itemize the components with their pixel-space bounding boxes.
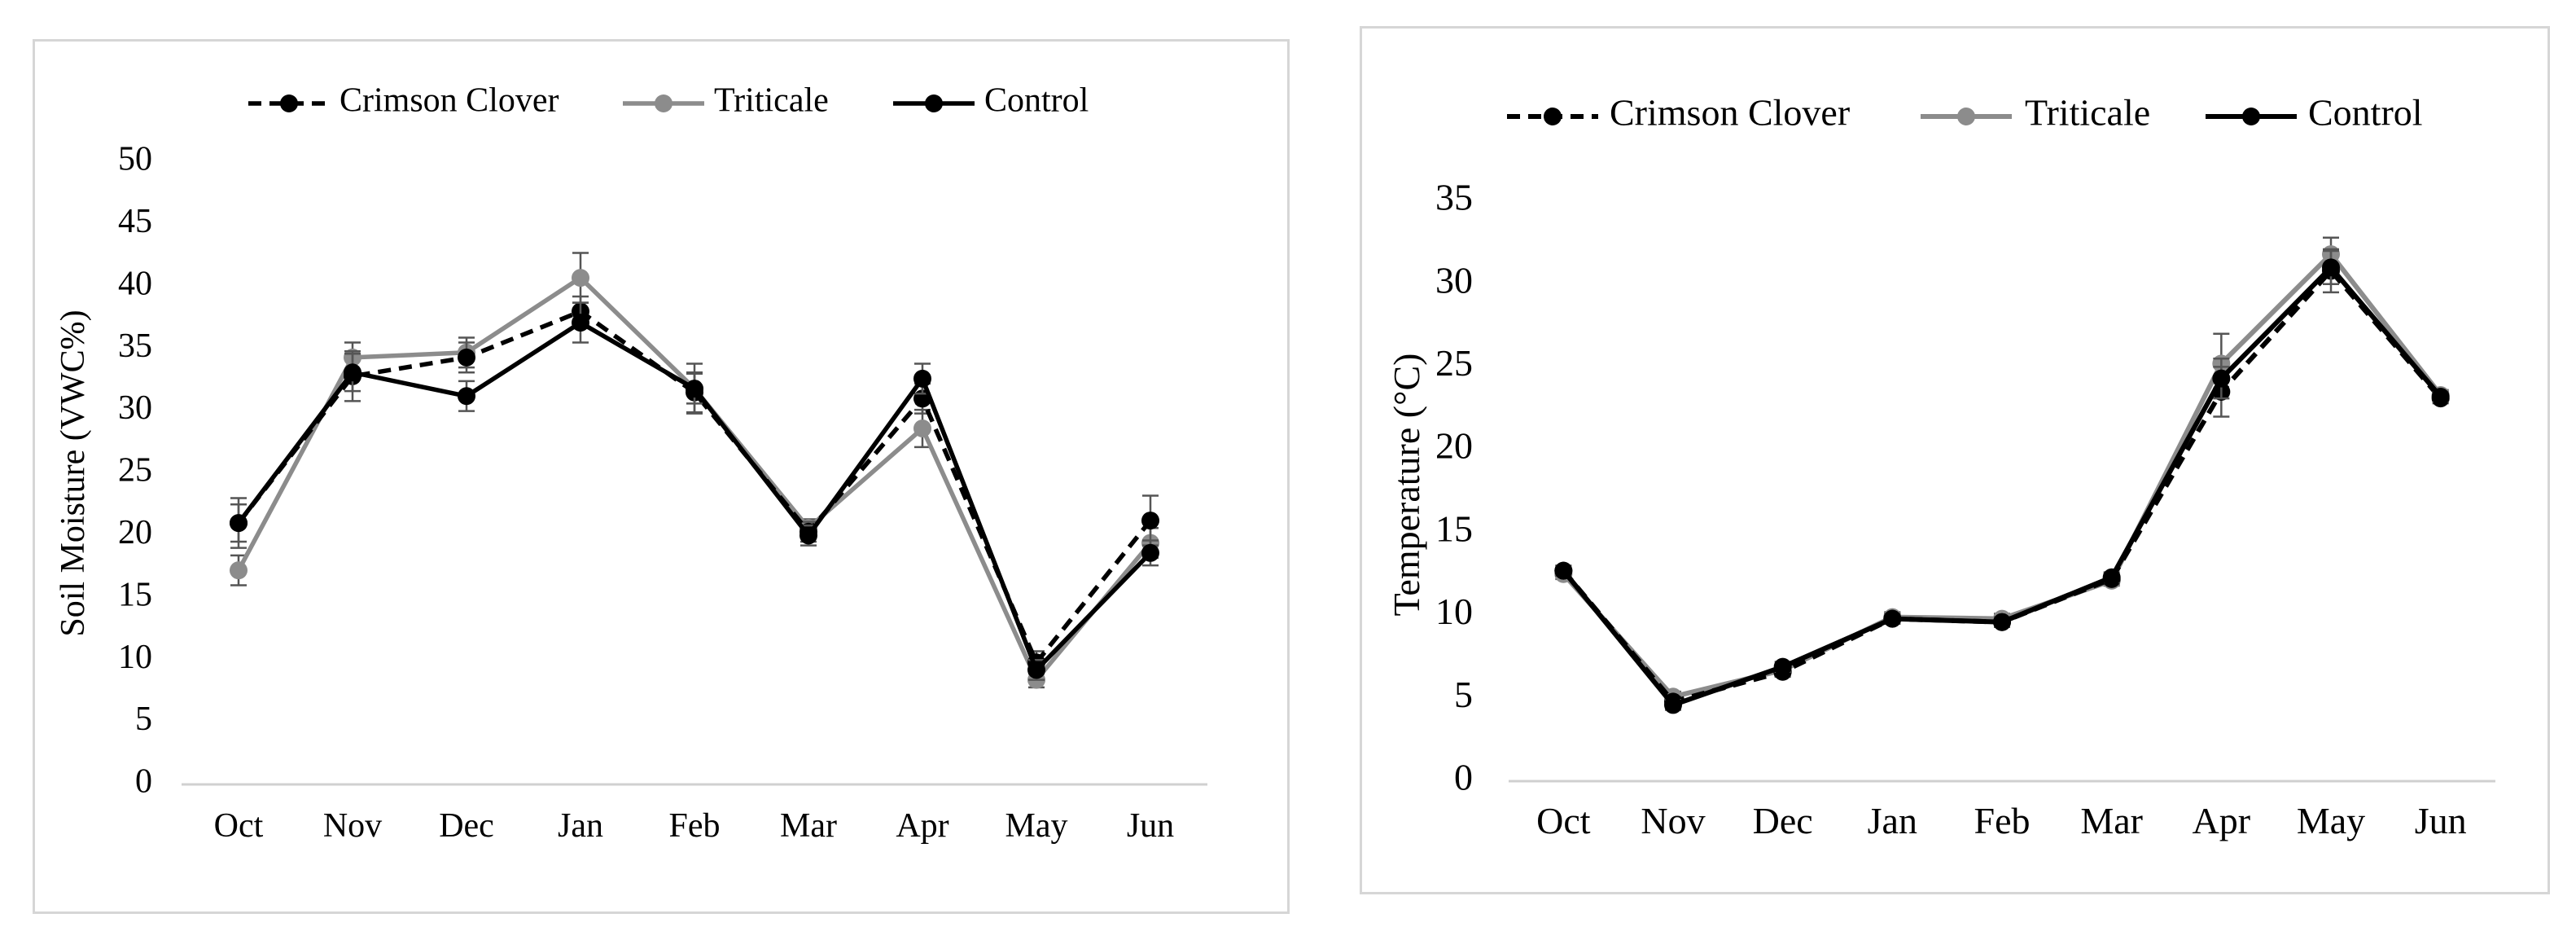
data-point [1554, 561, 1573, 580]
x-tick-label: May [1005, 807, 1068, 845]
y-tick-label: 5 [135, 701, 152, 738]
data-point [1141, 512, 1159, 530]
temperature-chart: 0 5 10 15 20 25 30 35 Oct Nov Dec Jan Feb Mar Apr May Ju… [1386, 92, 2495, 841]
data-point [458, 348, 475, 367]
data-point [2212, 369, 2231, 388]
legend-label: Control [984, 82, 1089, 120]
y-tick-label: 20 [118, 514, 152, 551]
x-tick-label: Oct [1536, 800, 1591, 841]
y-tick-label: 15 [118, 576, 152, 613]
y-tick-label: 25 [118, 452, 152, 490]
y-axis-title: Temperature (°C) [1386, 354, 1427, 617]
legend-marker [1957, 108, 1975, 125]
legend-label: Triticale [714, 82, 829, 120]
series-line [1562, 268, 2442, 705]
legend-marker [280, 94, 298, 112]
series-crimson-clover [230, 295, 1159, 675]
x-tick-label: Mar [2080, 800, 2143, 841]
series-line [236, 275, 1153, 683]
data-point [344, 363, 361, 382]
x-tick-label: Nov [323, 807, 382, 845]
legend-label: Triticale [2025, 92, 2150, 134]
y-tick-label: 30 [118, 389, 152, 427]
data-point [572, 269, 589, 288]
x-tick-label: Nov [1641, 800, 1705, 841]
legend-label: Crimson Clover [340, 82, 559, 120]
y-tick-label: 5 [1454, 674, 1473, 715]
y-tick-label: 0 [1454, 757, 1473, 798]
x-tick-label: Apr [2193, 800, 2251, 841]
data-point [1773, 657, 1792, 676]
series-crimson-clover [1554, 248, 2450, 711]
soil-moisture-chart: 0 5 10 15 20 25 30 35 40 45 50 Oct Nov Dec Jan Feb Mar Ap… [55, 82, 1207, 845]
x-tick-label: Jun [2415, 800, 2467, 841]
y-tick-label: 45 [118, 203, 152, 240]
data-point [1664, 696, 1682, 714]
y-tick-label: 35 [118, 327, 152, 365]
data-point [800, 526, 817, 545]
legend-label: Control [2308, 92, 2423, 134]
data-point [2322, 258, 2340, 277]
legend-marker [1544, 108, 1562, 125]
soil-moisture-chart-panel: 0 5 10 15 20 25 30 35 40 45 50 Oct Nov Dec Jan Feb Mar Ap… [33, 39, 1290, 914]
x-tick-label: Feb [669, 807, 721, 845]
data-point [230, 514, 248, 533]
data-point [1993, 613, 2011, 631]
x-tick-label: Dec [1753, 800, 1813, 841]
x-tick-label: Jun [1127, 807, 1174, 845]
x-tick-label: Oct [214, 807, 264, 845]
data-point [2431, 388, 2450, 406]
data-point [458, 387, 475, 406]
x-tick-label: Mar [780, 807, 837, 845]
data-point [1141, 543, 1159, 562]
x-tick-label: Apr [896, 807, 948, 845]
y-tick-label: 25 [1435, 342, 1473, 384]
data-point [913, 369, 931, 388]
data-point [1883, 609, 1902, 628]
data-point [572, 314, 589, 332]
y-tick-label: 15 [1435, 507, 1473, 549]
x-tick-label: Dec [439, 807, 494, 845]
data-point [1027, 661, 1045, 679]
data-point [230, 561, 248, 580]
y-tick-label: 35 [1435, 177, 1473, 218]
x-tick-label: Jan [558, 807, 603, 845]
data-point [2102, 568, 2121, 586]
legend-marker [925, 94, 943, 112]
y-tick-label: 40 [118, 265, 152, 302]
y-tick-label: 10 [1435, 591, 1473, 632]
x-tick-label: Jan [1868, 800, 1917, 841]
data-point [913, 419, 931, 437]
temperature-chart-panel: 0 5 10 15 20 25 30 35 Oct Nov Dec Jan Feb Mar Apr May Ju… [1360, 26, 2550, 894]
series-control [230, 301, 1159, 681]
y-tick-label: 20 [1435, 425, 1473, 467]
y-axis-title: Soil Moisture (VWC%) [55, 310, 92, 636]
legend-marker [2242, 108, 2260, 125]
legend-marker [655, 94, 672, 112]
legend-label: Crimson Clover [1610, 92, 1850, 134]
legend: Crimson Clover Triticale Control [248, 82, 1089, 120]
y-tick-label: 50 [118, 141, 152, 178]
y-tick-label: 30 [1435, 259, 1473, 301]
x-tick-label: May [2297, 800, 2365, 841]
x-tick-label: Feb [1974, 800, 2031, 841]
legend: Crimson Clover Triticale Control [1507, 92, 2423, 134]
series-triticale [1554, 236, 2450, 706]
y-tick-label: 10 [118, 639, 152, 676]
y-tick-label: 0 [135, 763, 152, 801]
series-line [1561, 265, 2442, 708]
data-point [686, 380, 703, 398]
series-control [1554, 249, 2450, 714]
